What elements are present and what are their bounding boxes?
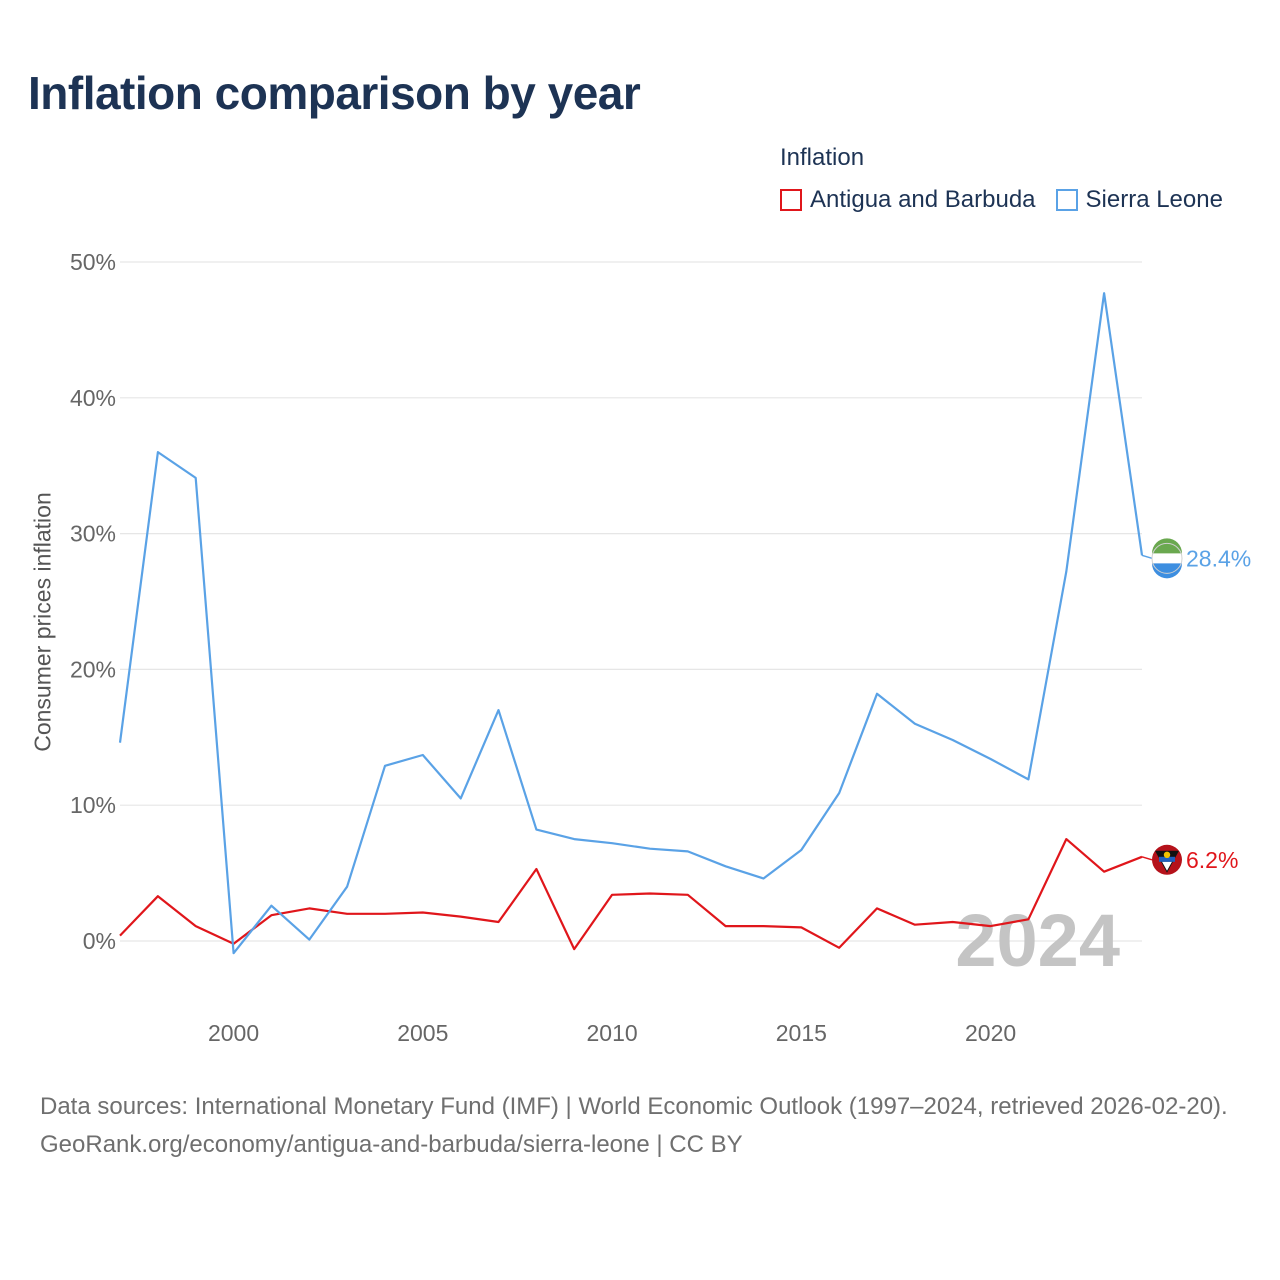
end-markers: 6.2% 28.4% — [1142, 538, 1251, 874]
x-tick-label: 2015 — [776, 1020, 827, 1046]
data-point-sierra-leone — [986, 754, 996, 764]
data-point-antigua — [872, 903, 882, 913]
data-point-antigua — [796, 922, 806, 932]
data-point-sierra-leone — [910, 719, 920, 729]
data-point-sierra-leone — [531, 825, 541, 835]
data-point-sierra-leone — [1023, 774, 1033, 784]
data-point-antigua — [115, 931, 125, 941]
data-point-antigua — [380, 909, 390, 919]
data-point-sierra-leone — [721, 861, 731, 871]
data-point-antigua — [1023, 914, 1033, 924]
data-point-antigua — [607, 890, 617, 900]
x-tick-label: 2000 — [208, 1020, 259, 1046]
data-point-sierra-leone — [758, 874, 768, 884]
x-tick-label: 2010 — [586, 1020, 637, 1046]
data-point-sierra-leone — [1099, 288, 1109, 298]
data-point-sierra-leone — [872, 689, 882, 699]
flag-sun — [1164, 852, 1170, 858]
data-point-sierra-leone — [569, 834, 579, 844]
flag-icon-sierra-leone — [1152, 538, 1182, 578]
data-point-sierra-leone — [191, 473, 201, 483]
data-point-sierra-leone — [645, 844, 655, 854]
data-point-sierra-leone — [153, 447, 163, 457]
data-point-sierra-leone — [115, 738, 125, 748]
x-axis-ticks: 2000 2005 2010 2015 2020 — [208, 1020, 1016, 1046]
data-point-antigua — [494, 917, 504, 927]
data-point-antigua — [986, 921, 996, 931]
data-point-antigua — [948, 917, 958, 927]
data-point-antigua — [1061, 834, 1071, 844]
source-line-1: Data sources: International Monetary Fun… — [40, 1088, 1250, 1126]
data-point-sierra-leone — [229, 948, 239, 958]
data-point-sierra-leone — [342, 882, 352, 892]
end-label-antigua: 6.2% — [1186, 847, 1238, 873]
data-point-sierra-leone — [1061, 567, 1071, 577]
flag-stripe-green — [1152, 538, 1182, 553]
year-watermark: 2024 — [955, 899, 1120, 982]
data-point-sierra-leone — [796, 845, 806, 855]
data-point-antigua — [758, 921, 768, 931]
flag-icon-antigua — [1152, 845, 1182, 875]
data-point-sierra-leone — [683, 846, 693, 856]
y-tick-label: 0% — [83, 928, 116, 954]
x-tick-label: 2020 — [965, 1020, 1016, 1046]
series-line-sierra-leone — [120, 293, 1142, 953]
data-point-antigua — [683, 890, 693, 900]
y-tick-label: 20% — [70, 656, 116, 682]
end-label-sierra-leone: 28.4% — [1186, 545, 1251, 571]
x-tick-label: 2005 — [397, 1020, 448, 1046]
data-point-antigua — [531, 864, 541, 874]
y-axis-ticks: 0% 10% 20% 30% 40% 50% — [70, 249, 116, 954]
data-point-sierra-leone — [380, 761, 390, 771]
data-point-sierra-leone — [266, 901, 276, 911]
line-chart: 0% 10% 20% 30% 40% 50% 2000 2005 2010 2015 2020 2… — [0, 0, 1280, 1080]
data-point-sierra-leone — [607, 838, 617, 848]
data-point-antigua — [1099, 867, 1109, 877]
data-point-antigua — [834, 943, 844, 953]
data-point-sierra-leone — [304, 935, 314, 945]
data-point-antigua — [910, 920, 920, 930]
data-point-antigua — [153, 891, 163, 901]
data-point-antigua — [191, 921, 201, 931]
source-line-2: GeoRank.org/economy/antigua-and-barbuda/… — [40, 1126, 1250, 1164]
data-point-antigua — [304, 903, 314, 913]
data-point-sierra-leone — [494, 705, 504, 715]
series-lines — [115, 288, 1147, 958]
data-point-sierra-leone — [948, 735, 958, 745]
y-tick-label: 10% — [70, 792, 116, 818]
data-point-antigua — [418, 907, 428, 917]
data-point-antigua — [645, 888, 655, 898]
data-point-sierra-leone — [418, 750, 428, 760]
data-point-antigua — [721, 921, 731, 931]
data-point-sierra-leone — [834, 788, 844, 798]
data-point-antigua — [342, 909, 352, 919]
data-point-antigua — [456, 912, 466, 922]
y-tick-label: 40% — [70, 385, 116, 411]
data-point-sierra-leone — [456, 793, 466, 803]
data-point-antigua — [569, 944, 579, 954]
flag-stripe-blue — [1152, 563, 1182, 578]
source-note: Data sources: International Monetary Fun… — [40, 1088, 1250, 1164]
y-tick-label: 30% — [70, 521, 116, 547]
gridlines — [120, 262, 1142, 941]
y-tick-label: 50% — [70, 249, 116, 275]
